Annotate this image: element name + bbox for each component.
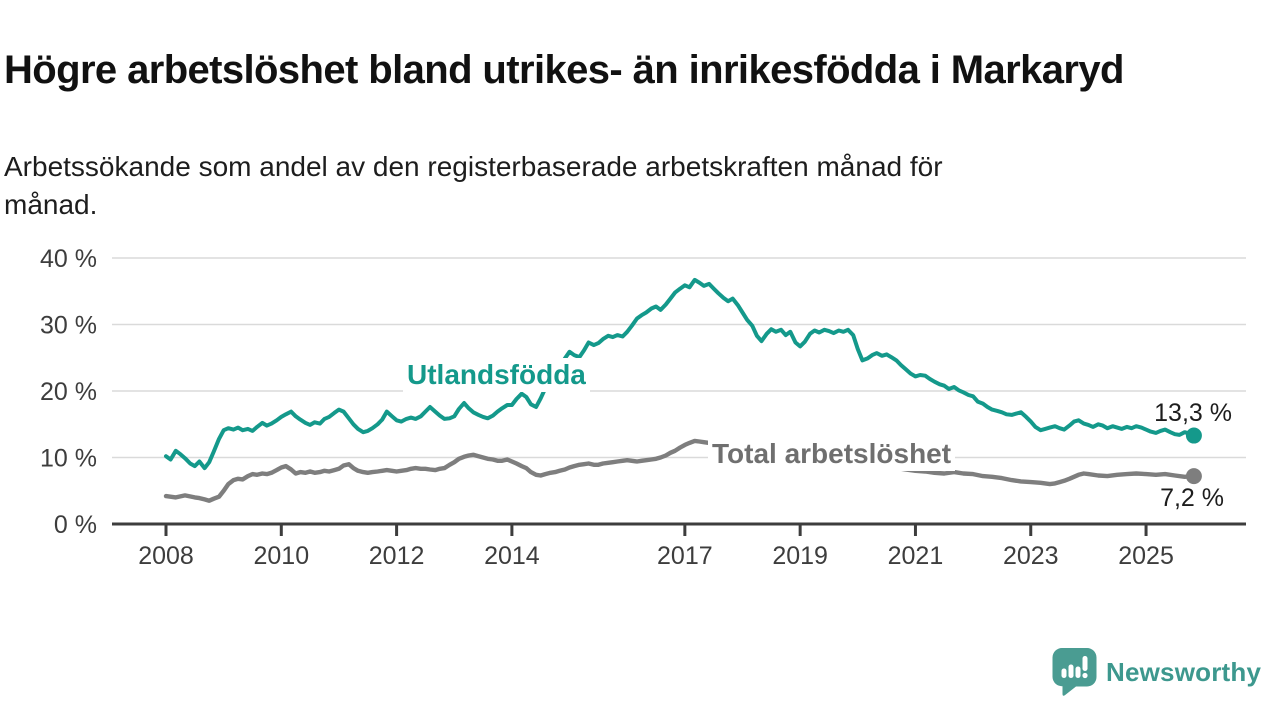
y-axis-label-30: 30 % [40,312,97,340]
page-title: Högre arbetslöshet bland utrikes- än inr… [4,47,1124,92]
newsworthy-logo-icon [1052,648,1097,696]
logo-exclamation-dot [1082,672,1088,679]
x-axis-label-2012: 2012 [369,542,425,570]
page-subtitle: Arbetssökande som andel av den registerb… [4,151,943,221]
series-label-total-arbetsloshet: Total arbetslöshet [708,437,956,471]
y-axis-label-10: 10 % [40,445,97,473]
logo-bubble [1052,648,1097,696]
total-arbetsloshet-line [163,438,1197,503]
y-axis-label-40: 40 % [40,245,97,273]
utlandsfodda-end-dot [1185,427,1202,444]
logo-bar-2 [1068,664,1074,678]
x-axis-label-2021: 2021 [888,542,944,570]
x-axis-label-2023: 2023 [1003,542,1059,570]
end-value-utlandsfodda: 13,3 % [1154,399,1232,427]
x-axis-label-2010: 2010 [253,542,309,570]
logo-exclamation-stem [1082,656,1088,671]
logo-bar-3 [1075,666,1081,678]
series-label-utlandsfodda: Utlandsfödda [403,358,590,392]
logo-bar-1 [1061,668,1067,678]
y-axis-label-0: 0 % [54,511,97,539]
x-axis-label-2014: 2014 [484,542,540,570]
x-axis-label-2025: 2025 [1118,542,1174,570]
line-chart: 0 % 10 % 20 % 30 % 40 % 2008 2010 2012 2014 2017 2… [40,245,1246,570]
x-axis-label-2008: 2008 [138,542,194,570]
newsworthy-logo: Newsworthy [1052,648,1261,696]
total-arbetsloshet-end-dot [1185,468,1202,485]
y-axis-label-20: 20 % [40,378,97,406]
x-axis-label-2017: 2017 [657,542,713,570]
x-axis-label-2019: 2019 [772,542,828,570]
end-value-total-arbetsloshet: 7,2 % [1160,484,1224,512]
utlandsfodda-line [164,277,1196,471]
newsworthy-logo-text: Newsworthy [1106,656,1262,687]
